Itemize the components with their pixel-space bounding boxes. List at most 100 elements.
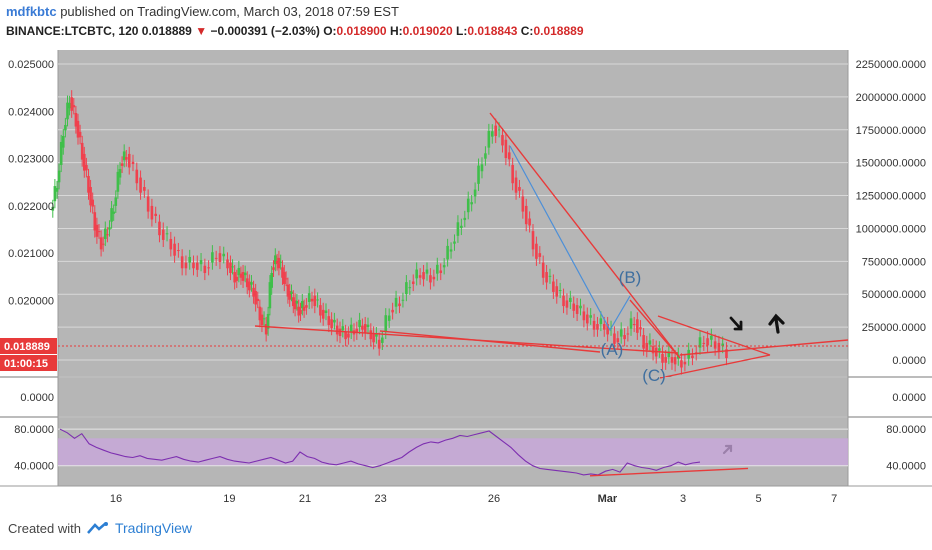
candles <box>51 90 728 375</box>
trend-line <box>379 330 601 353</box>
candle-body <box>299 309 302 314</box>
price-tags: 0.018889 01:00:15 <box>0 338 57 371</box>
volume-tick-label: 500000.0000 <box>862 289 926 301</box>
candle-body <box>203 265 207 274</box>
trend-line <box>679 339 849 356</box>
candle-body <box>347 333 350 338</box>
low-label: L: <box>456 24 468 38</box>
candle-body <box>226 259 229 269</box>
candle-body <box>673 357 677 365</box>
symbol-label[interactable]: BINANCE:LTCBTC, 120 <box>6 24 139 38</box>
candle-body <box>344 331 347 340</box>
wave-label: (C) <box>642 366 666 385</box>
candle-body <box>619 329 623 337</box>
wave-line <box>509 145 631 332</box>
candle-body <box>521 196 525 212</box>
tradingview-brand[interactable]: TradingView <box>114 520 193 536</box>
candle-body <box>233 272 236 283</box>
price-tick-label: 0.025000 <box>8 59 54 71</box>
candle-body <box>68 102 71 109</box>
candle-body <box>146 196 150 212</box>
candle-body <box>589 315 592 318</box>
candle-body <box>477 165 480 184</box>
candle-body <box>658 348 661 351</box>
candle-body <box>284 278 288 280</box>
candle-body <box>487 130 491 148</box>
rsi-band <box>58 438 848 466</box>
candle-body <box>177 250 180 252</box>
wave-label: (A) <box>601 340 624 359</box>
candle-body <box>494 125 497 136</box>
author-link[interactable]: mdfkbtc <box>6 4 57 19</box>
candle-body <box>57 170 61 183</box>
candle-body <box>592 320 596 330</box>
candle-body <box>78 131 82 138</box>
candle-body <box>80 142 84 160</box>
candle-body <box>408 287 412 289</box>
candle-body <box>372 333 375 343</box>
candle-body <box>108 227 111 230</box>
time-tick-label: 7 <box>831 493 837 505</box>
candle-body <box>120 163 124 166</box>
volume-tick-label: 2250000.0000 <box>856 59 926 71</box>
candle-body <box>293 300 297 310</box>
candle-body <box>398 303 401 307</box>
candle-body <box>439 270 443 274</box>
candle-body <box>582 311 586 321</box>
candle-body <box>131 161 135 165</box>
candle-body <box>258 306 262 321</box>
volume-tick-label: 1500000.0000 <box>856 158 926 170</box>
trend-line <box>659 354 771 379</box>
candle-body <box>651 346 655 354</box>
volume-axis-bg <box>848 50 932 486</box>
candle-body <box>195 262 199 270</box>
candle-body <box>377 339 381 349</box>
candle-body <box>432 276 436 280</box>
candle-body <box>114 197 118 206</box>
candle-body <box>552 281 555 292</box>
candle-body <box>260 314 264 325</box>
candle-body <box>89 187 92 206</box>
candle-body <box>310 298 314 302</box>
volume-tick-label: 1250000.0000 <box>856 191 926 203</box>
candle-body <box>180 256 184 269</box>
candle-body <box>706 338 709 346</box>
candle-body <box>626 333 630 335</box>
candle-body <box>275 261 279 264</box>
low-value: 0.018843 <box>467 24 518 38</box>
candle-body <box>632 324 636 326</box>
price-tick-label: 0.021000 <box>8 248 54 260</box>
candle-body <box>99 237 103 250</box>
candle-body <box>274 255 277 265</box>
candle-body <box>333 319 336 323</box>
candle-body <box>72 105 76 108</box>
candle-body <box>636 319 639 333</box>
candle-body <box>76 120 80 138</box>
candle-body <box>361 325 364 330</box>
candle-body <box>599 318 603 325</box>
high-value: 0.019020 <box>402 24 453 38</box>
candle-body <box>504 139 508 159</box>
candle-body <box>199 260 203 265</box>
candle-body <box>91 199 94 207</box>
candle-body <box>158 221 161 236</box>
time-tick-label: 26 <box>488 493 500 505</box>
candle-body <box>596 324 599 330</box>
volume-tick-label: 1750000.0000 <box>856 125 926 137</box>
chart-area[interactable]: (A) (B) (C) 0.025000 0.024000 0.023000 0.0220… <box>0 48 932 518</box>
candle-body <box>288 290 291 300</box>
candle-body <box>531 231 535 250</box>
candle-body <box>302 306 306 311</box>
candle-body <box>316 299 319 301</box>
price-tick-label: 0.022000 <box>8 201 54 213</box>
candle-body <box>405 282 408 295</box>
open-value: 0.018900 <box>336 24 387 38</box>
candle-body <box>297 306 300 316</box>
chart-svg[interactable]: (A) (B) (C) 0.025000 0.024000 0.023000 0.0220… <box>0 48 932 518</box>
price-axis-bg <box>0 50 58 486</box>
candle-body <box>473 189 477 197</box>
publish-line: mdfkbtc published on TradingView.com, Ma… <box>6 4 399 19</box>
candle-body <box>330 319 333 329</box>
candle-body <box>279 261 282 263</box>
candle-body <box>358 319 361 328</box>
